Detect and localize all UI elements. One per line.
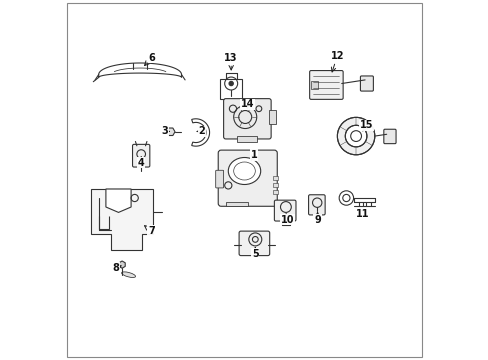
Polygon shape [119, 261, 125, 268]
Text: 5: 5 [251, 248, 258, 259]
FancyBboxPatch shape [383, 129, 395, 144]
Text: 4: 4 [138, 157, 144, 168]
Text: 14: 14 [240, 99, 254, 109]
Text: 15: 15 [360, 120, 373, 131]
Bar [226, 202, 247, 206]
Text: 1: 1 [250, 150, 257, 161]
Circle shape [345, 125, 366, 147]
Bar [310, 81, 317, 89]
Bar [268, 110, 276, 124]
Text: 13: 13 [224, 53, 238, 70]
Text: 11: 11 [355, 208, 368, 219]
Bar [272, 176, 277, 180]
Circle shape [337, 117, 374, 155]
Ellipse shape [228, 158, 260, 184]
Bar [220, 79, 242, 99]
FancyBboxPatch shape [223, 99, 270, 139]
FancyBboxPatch shape [215, 170, 223, 188]
Text: 3: 3 [161, 126, 169, 136]
Text: 7: 7 [144, 226, 155, 236]
FancyBboxPatch shape [309, 71, 343, 99]
Polygon shape [166, 128, 175, 135]
FancyBboxPatch shape [239, 231, 269, 256]
Text: 12: 12 [330, 51, 344, 72]
FancyBboxPatch shape [218, 150, 277, 206]
Text: 10: 10 [281, 214, 294, 225]
Text: 2: 2 [197, 126, 205, 136]
Bar [272, 190, 277, 194]
Ellipse shape [122, 272, 135, 278]
Bar [272, 183, 277, 187]
FancyBboxPatch shape [360, 76, 373, 91]
Bar [237, 136, 257, 142]
Text: 6: 6 [144, 53, 155, 66]
Circle shape [228, 81, 233, 86]
Polygon shape [106, 189, 131, 212]
Text: 9: 9 [314, 212, 320, 225]
FancyBboxPatch shape [308, 195, 325, 215]
FancyBboxPatch shape [274, 200, 295, 221]
Text: 8: 8 [112, 263, 121, 273]
Polygon shape [91, 189, 152, 250]
FancyBboxPatch shape [132, 144, 149, 167]
